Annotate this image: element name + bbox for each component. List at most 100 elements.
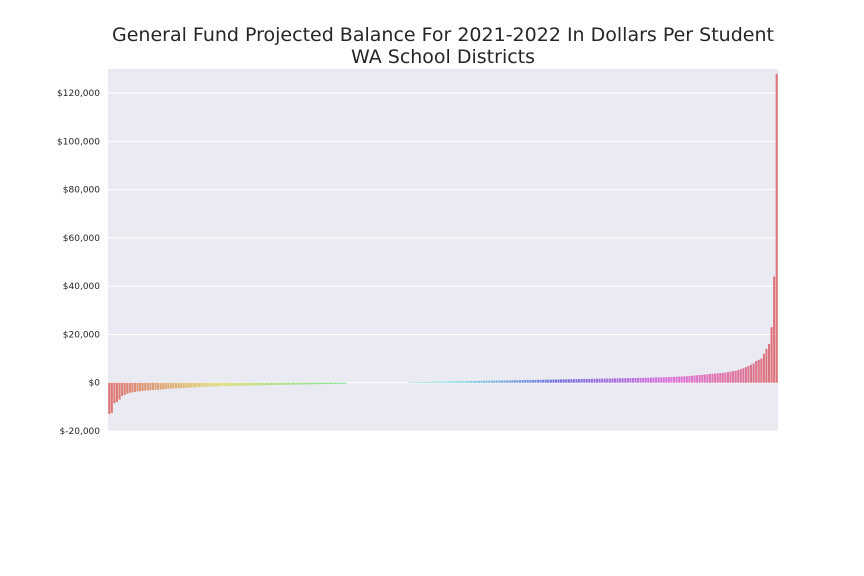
- bar: [683, 376, 686, 383]
- bar: [198, 382, 201, 388]
- bar: [521, 380, 524, 383]
- bar: [526, 380, 529, 383]
- bar: [298, 382, 301, 385]
- chart-title-line-1: General Fund Projected Balance For 2021-…: [112, 24, 774, 46]
- bar: [606, 378, 609, 383]
- bar: [660, 377, 663, 383]
- bar: [318, 382, 321, 385]
- bar: [503, 380, 506, 383]
- bar: [750, 364, 753, 383]
- bar: [670, 376, 673, 383]
- bar: [773, 276, 776, 383]
- bar: [708, 374, 711, 383]
- bar: [341, 382, 344, 384]
- bar: [557, 379, 560, 383]
- bar: [205, 382, 208, 387]
- bar: [544, 379, 547, 383]
- bar: [339, 382, 342, 384]
- bar: [151, 382, 154, 390]
- bar: [714, 373, 717, 383]
- bar: [413, 382, 416, 383]
- bar: [164, 382, 167, 389]
- bar: [149, 382, 152, 391]
- bar: [436, 381, 439, 383]
- bar: [154, 382, 157, 390]
- bar: [649, 377, 652, 383]
- bar: [218, 382, 221, 387]
- bar: [675, 376, 678, 383]
- bar: [726, 372, 729, 383]
- bar: [300, 382, 303, 385]
- bar: [757, 359, 760, 383]
- bar: [590, 378, 593, 383]
- bar: [662, 377, 665, 383]
- bar: [642, 377, 645, 383]
- bar: [311, 382, 314, 385]
- bar: [459, 381, 462, 383]
- bar: [634, 378, 637, 383]
- bar: [737, 369, 740, 383]
- bar: [549, 379, 552, 383]
- bar: [721, 372, 724, 383]
- y-tick-label: $-20,000: [60, 427, 101, 437]
- bar: [770, 327, 773, 383]
- bar: [180, 382, 183, 389]
- bar: [182, 382, 185, 389]
- bar: [308, 382, 311, 385]
- bar: [231, 382, 234, 386]
- bar: [323, 382, 326, 385]
- bar: [416, 382, 419, 383]
- bar: [601, 378, 604, 383]
- bar: [652, 377, 655, 383]
- bar: [624, 378, 627, 383]
- bar: [739, 369, 742, 383]
- bar: [467, 381, 470, 383]
- bar: [452, 381, 455, 383]
- bar: [313, 382, 316, 385]
- bar: [280, 382, 283, 385]
- bar: [575, 379, 578, 383]
- bar: [228, 382, 231, 386]
- bar: [175, 382, 178, 389]
- bar: [244, 382, 247, 386]
- bar: [765, 348, 768, 383]
- bar: [647, 377, 650, 383]
- bar: [596, 378, 599, 383]
- bar: [411, 382, 414, 383]
- bar: [711, 373, 714, 383]
- bar: [477, 380, 480, 383]
- bar: [508, 380, 511, 383]
- bar: [673, 376, 676, 383]
- bar: [162, 382, 165, 390]
- bar: [470, 381, 473, 383]
- bar: [488, 380, 491, 383]
- y-tick-label: $100,000: [57, 137, 100, 147]
- bar: [290, 382, 293, 385]
- bar: [195, 382, 198, 388]
- bar: [421, 382, 424, 383]
- bar: [221, 382, 224, 387]
- bar: [511, 380, 514, 383]
- bar: [547, 379, 550, 383]
- bar: [408, 382, 411, 383]
- bar: [716, 373, 719, 383]
- y-tick-label: $80,000: [63, 186, 100, 196]
- bar: [293, 382, 296, 385]
- bar: [578, 379, 581, 383]
- bar: [177, 382, 180, 389]
- bar: [732, 371, 735, 383]
- bar: [136, 382, 139, 392]
- bar: [141, 382, 144, 391]
- bar: [518, 380, 522, 383]
- bar: [146, 382, 149, 391]
- bar: [534, 379, 537, 383]
- bar: [282, 382, 285, 385]
- bar: [524, 380, 527, 383]
- bar: [475, 381, 478, 383]
- bar-series: [108, 73, 778, 415]
- bar: [187, 382, 190, 388]
- bar: [169, 382, 172, 389]
- bar: [688, 375, 691, 383]
- bar: [444, 381, 447, 383]
- bar: [336, 382, 339, 384]
